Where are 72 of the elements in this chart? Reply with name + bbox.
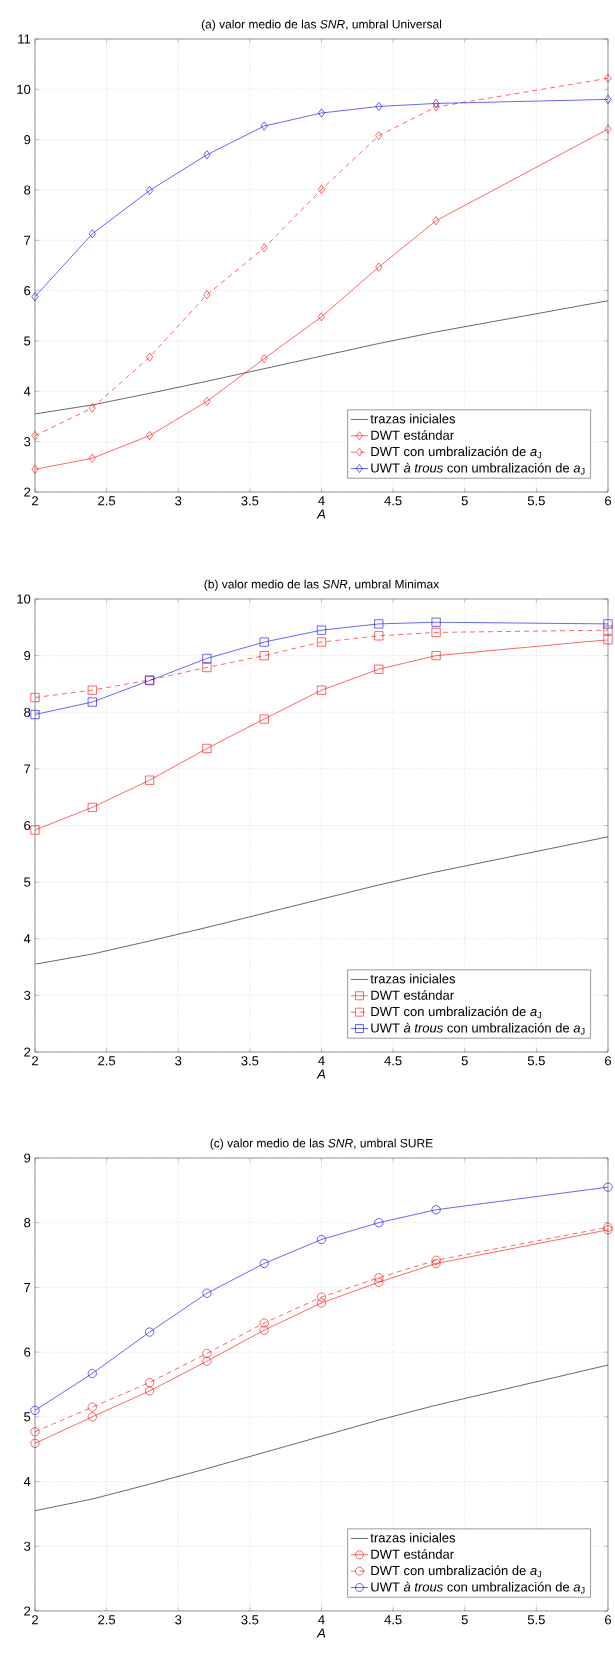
x-tick-label: 3.5	[241, 1615, 259, 1625]
chart-title: (b) valor medio de las SNR, umbral Minimax	[204, 579, 440, 591]
y-tick-label: 7	[24, 235, 31, 245]
x-tick-label: 5.5	[527, 1615, 545, 1625]
x-tick-label: 2.5	[98, 1615, 116, 1625]
legend-label: DWT estándar	[371, 1549, 454, 1559]
y-tick-label: 11	[18, 34, 31, 44]
legend-label: DWT estándar	[371, 430, 454, 440]
y-tick-label: 5	[24, 1412, 31, 1422]
x-axis-title: A	[316, 1069, 326, 1079]
y-tick-label: 8	[24, 1218, 31, 1228]
chart-title: (a) valor medio de las SNR, umbral Universal	[201, 19, 442, 31]
x-tick-label: 4.5	[384, 1615, 402, 1625]
y-tick-label: 6	[24, 820, 31, 831]
y-tick-label: 7	[24, 1282, 31, 1292]
y-tick-label: 2	[24, 1606, 31, 1616]
x-tick-label: 3	[175, 1056, 182, 1066]
legend-label: UWT à trous con umbralización de a$_{J}$	[371, 1581, 585, 1594]
x-tick-label: 4.5	[384, 1056, 402, 1066]
y-tick-label: 4	[23, 934, 31, 944]
x-tick-label: 2.5	[98, 496, 116, 506]
x-tick-label: 5	[461, 1056, 468, 1066]
y-tick-label: 5	[24, 877, 31, 887]
legend-label: UWT à trous con umbralización de a$_{J}$	[371, 462, 585, 475]
x-tick-label: 2	[32, 1056, 38, 1066]
y-tick-label: 4	[23, 386, 31, 396]
y-tick-label: 6	[24, 1347, 31, 1357]
x-axis-title: A	[316, 1628, 326, 1638]
x-tick-label: 3.5	[241, 496, 259, 506]
y-tick-label: 2	[24, 487, 31, 497]
y-tick-label: 9	[24, 135, 31, 145]
x-tick-label: 4	[318, 1056, 325, 1066]
x-tick-label: 5	[461, 1615, 468, 1625]
x-tick-label: 3	[175, 1615, 182, 1625]
y-tick-label: 2	[24, 1047, 31, 1057]
x-tick-label: 4	[318, 496, 325, 506]
legend-label: trazas iniciales	[370, 973, 456, 984]
x-tick-label: 3	[175, 496, 182, 506]
x-tick-label: 4.5	[384, 496, 402, 506]
y-tick-label: 3	[24, 437, 31, 447]
x-tick-label: 3.5	[241, 1056, 259, 1066]
legend-label: trazas iniciales	[370, 1532, 456, 1543]
x-tick-label: 2	[32, 1615, 38, 1625]
y-tick-label: 3	[24, 990, 31, 1000]
y-tick-label: 8	[24, 707, 31, 717]
legend-label: DWT con umbralización de a$_{J}$	[371, 1565, 542, 1578]
y-tick-label: 6	[24, 286, 31, 296]
y-tick-label: 10	[17, 84, 31, 94]
x-tick-label: 2	[32, 496, 38, 506]
y-tick-label: 7	[24, 764, 31, 774]
legend-label: DWT con umbralización de a$_{J}$	[371, 446, 542, 459]
x-tick-label: 5	[461, 496, 468, 506]
x-tick-label: 6	[605, 1615, 612, 1625]
x-axis-title: A	[316, 509, 326, 519]
x-tick-label: 5.5	[527, 496, 545, 506]
legend-label: UWT à trous con umbralización de a$_{J}$	[371, 1022, 585, 1035]
y-tick-label: 4	[23, 1477, 31, 1487]
x-tick-label: 4	[318, 1615, 325, 1625]
legend-label: trazas iniciales	[370, 413, 456, 424]
y-tick-label: 8	[24, 185, 31, 195]
legend-label: DWT con umbralización de a$_{J}$	[371, 1006, 542, 1019]
legend-label: DWT estándar	[371, 990, 454, 1000]
y-tick-label: 9	[24, 1153, 31, 1163]
x-tick-label: 6	[605, 1056, 612, 1066]
chart-title: (c) valor medio de las SNR, umbral SURE	[210, 1138, 433, 1150]
x-tick-label: 5.5	[527, 1056, 545, 1066]
y-tick-label: 10	[17, 594, 31, 604]
y-tick-label: 5	[24, 336, 31, 346]
y-tick-label: 9	[24, 651, 31, 661]
x-tick-label: 6	[605, 496, 612, 506]
y-tick-label: 3	[24, 1541, 31, 1551]
x-tick-label: 2.5	[98, 1056, 116, 1066]
